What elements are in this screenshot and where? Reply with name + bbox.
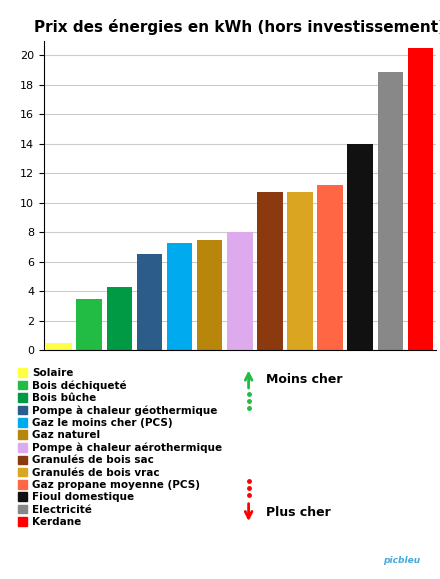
Bar bbox=[287, 192, 313, 350]
Bar bbox=[77, 299, 102, 350]
Bar bbox=[378, 72, 403, 350]
Bar bbox=[137, 254, 162, 350]
Bar bbox=[408, 48, 433, 350]
Bar bbox=[257, 192, 283, 350]
Bar bbox=[317, 185, 343, 350]
Bar bbox=[46, 343, 72, 350]
Text: Moins cher: Moins cher bbox=[266, 373, 343, 386]
Legend: Solaire, Bois déchiqueté, Bois bûche, Pompe à chaleur géothermique, Gaz le moins: Solaire, Bois déchiqueté, Bois bûche, Po… bbox=[18, 368, 223, 527]
Bar bbox=[197, 240, 223, 350]
Bar bbox=[227, 232, 253, 350]
Text: picbleu: picbleu bbox=[383, 555, 420, 565]
Bar bbox=[106, 287, 132, 350]
Text: Plus cher: Plus cher bbox=[266, 506, 331, 519]
Title: Prix des énergies en kWh (hors investissement): Prix des énergies en kWh (hors investiss… bbox=[34, 19, 440, 35]
Bar bbox=[348, 144, 373, 350]
Bar bbox=[167, 243, 192, 350]
